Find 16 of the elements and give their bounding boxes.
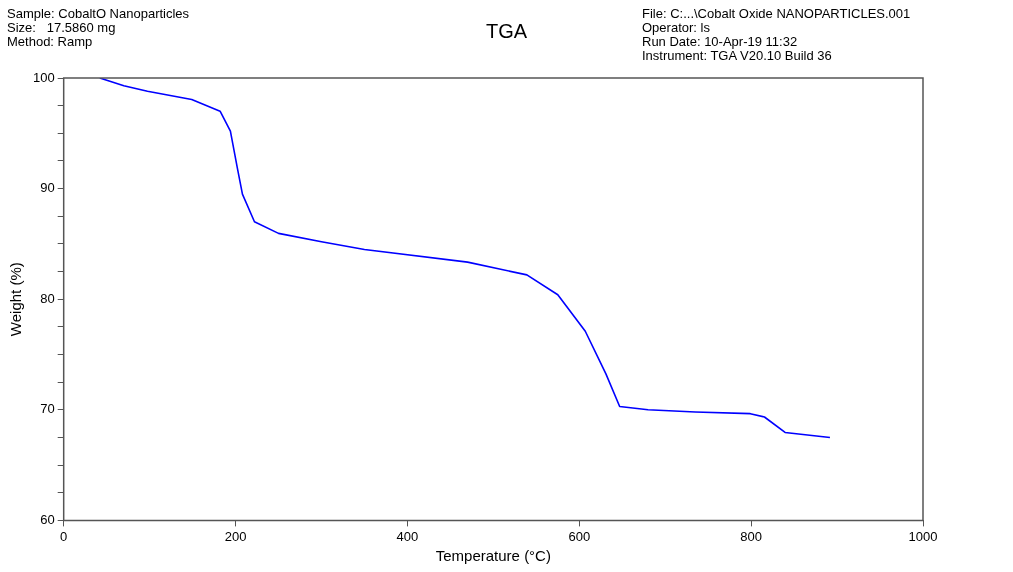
x-tick-label: 800	[740, 528, 762, 544]
y-axis-title: Weight (%)	[7, 262, 25, 337]
text: File: C:...\Cobalt Oxide NANOPARTICLES.001 Operator: ls Run Date: 10-Apr-19 11:32 Instrument: TGA V20.10 Build 36	[642, 6, 911, 63]
x-tick-label: 600	[568, 528, 591, 544]
y-tick-label: 90	[40, 180, 55, 196]
text: Sample: CobaltO Nanoparticles Size: 17.5860 mg Method: Ramp	[7, 6, 190, 49]
x-tick-label: 0	[60, 528, 68, 544]
x-axis-title: Temperature (°C)	[435, 547, 551, 565]
chart-title: TGA	[485, 20, 528, 42]
y-tick-label: 80	[40, 290, 55, 306]
y-tick-label: 60	[40, 511, 55, 527]
x-tick-label: 1000	[908, 528, 938, 544]
x-tick-label: 200	[224, 528, 247, 544]
y-tick-label: 100	[32, 69, 55, 85]
x-tick-label: 400	[396, 528, 419, 544]
y-tick-label: 70	[40, 401, 55, 417]
